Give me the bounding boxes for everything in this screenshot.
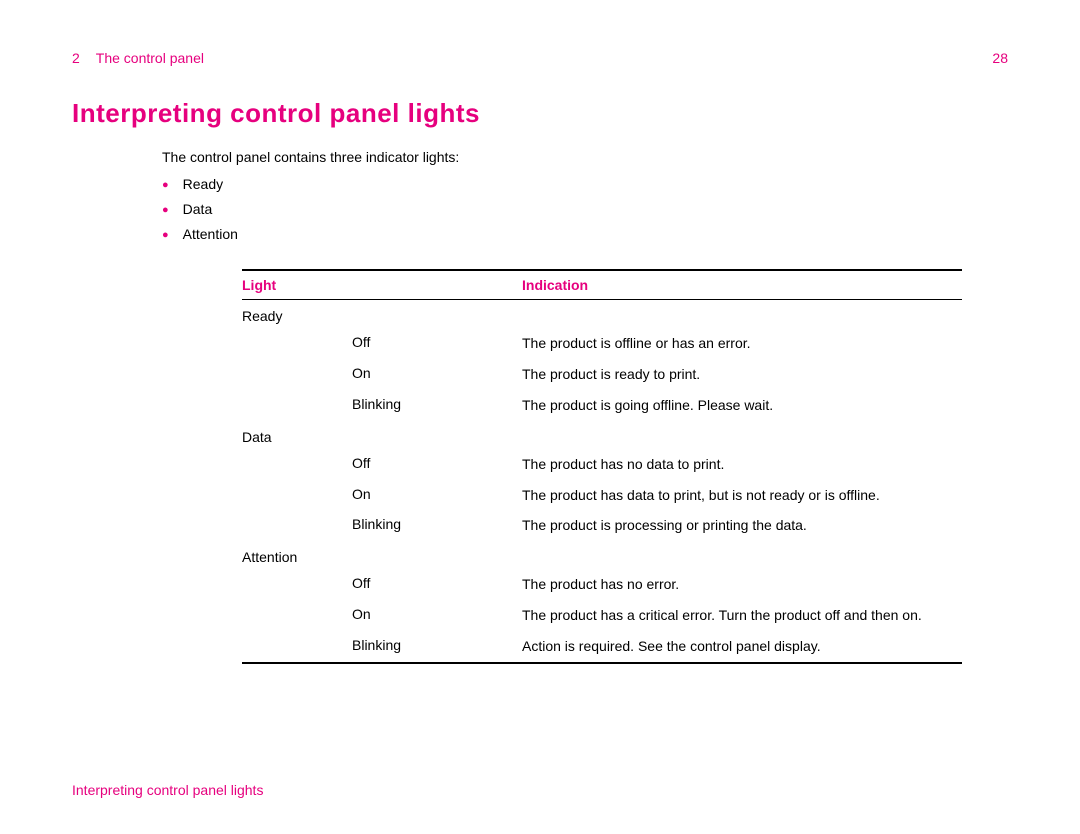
bullet-list: ● Ready ● Data ● Attention: [162, 174, 1008, 245]
light-indication: The product is processing or printing th…: [522, 516, 962, 535]
light-indication: The product has no data to print.: [522, 455, 962, 474]
lights-table: Light Indication Ready Off The product is …: [242, 269, 962, 664]
light-state: Blinking: [352, 516, 512, 535]
light-state: On: [352, 486, 512, 505]
col-header-indication: Indication: [522, 277, 962, 293]
light-indication: The product is going offline. Please wai…: [522, 396, 962, 415]
page-footer: Interpreting control panel lights: [72, 782, 263, 798]
intro-text: The control panel contains three indicat…: [162, 147, 1008, 168]
light-state: Blinking: [352, 637, 512, 656]
table-row: Off The product has no error.: [242, 569, 962, 600]
bullet-icon: ●: [162, 230, 169, 241]
intro-block: The control panel contains three indicat…: [162, 147, 1008, 245]
table-row: Blinking Action is required. See the cont…: [242, 631, 962, 662]
light-state: On: [352, 365, 512, 384]
table-group-name: Ready: [242, 300, 962, 328]
chapter-number: 2: [72, 50, 80, 66]
table-row: Blinking The product is processing or pri…: [242, 510, 962, 541]
bullet-icon: ●: [162, 180, 169, 191]
light-indication: The product is offline or has an error.: [522, 334, 962, 353]
section-title: Interpreting control panel lights: [72, 98, 1008, 129]
page-number: 28: [992, 50, 1008, 66]
table-group-name: Data: [242, 421, 962, 449]
table-row: On The product has a critical error. Turn…: [242, 600, 962, 631]
light-indication: The product has no error.: [522, 575, 962, 594]
bullet-icon: ●: [162, 205, 169, 216]
chapter-title: The control panel: [96, 50, 204, 66]
table-row: Off The product has no data to print.: [242, 449, 962, 480]
table-row: Off The product is offline or has an erro…: [242, 328, 962, 359]
list-item: ● Data: [162, 199, 1008, 220]
table-header-row: Light Indication: [242, 271, 962, 299]
list-item: ● Attention: [162, 224, 1008, 245]
table-group-name: Attention: [242, 541, 962, 569]
table-bottom-rule: [242, 662, 962, 664]
bullet-label: Ready: [183, 174, 223, 195]
light-state: Blinking: [352, 396, 512, 415]
document-page: 2 The control panel 28 Interpreting cont…: [0, 0, 1080, 834]
table-row: On The product is ready to print.: [242, 359, 962, 390]
light-state: On: [352, 606, 512, 625]
bullet-label: Attention: [183, 224, 238, 245]
bullet-label: Data: [183, 199, 213, 220]
list-item: ● Ready: [162, 174, 1008, 195]
light-indication: Action is required. See the control pane…: [522, 637, 962, 656]
table-row: Blinking The product is going offline. Pl…: [242, 390, 962, 421]
light-state: Off: [352, 455, 512, 474]
page-header: 2 The control panel 28: [72, 50, 1008, 66]
col-header-light: Light: [242, 277, 342, 293]
light-indication: The product has a critical error. Turn t…: [522, 606, 962, 625]
light-indication: The product has data to print, but is no…: [522, 486, 962, 505]
light-state: Off: [352, 575, 512, 594]
table-row: On The product has data to print, but is …: [242, 480, 962, 511]
light-state: Off: [352, 334, 512, 353]
light-indication: The product is ready to print.: [522, 365, 962, 384]
